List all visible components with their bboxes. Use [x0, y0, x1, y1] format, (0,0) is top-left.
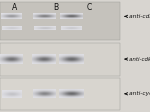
Text: anti-cdk-1 pan: anti-cdk-1 pan	[129, 14, 150, 19]
Text: anti-cyclin B1: anti-cyclin B1	[129, 91, 150, 96]
Text: A: A	[12, 3, 17, 12]
Text: C: C	[87, 3, 92, 12]
Bar	[0, 43, 120, 76]
Bar	[0, 78, 120, 110]
Text: anti-cdk-1 [pTpY]: anti-cdk-1 [pTpY]	[129, 57, 150, 62]
Bar	[0, 2, 120, 40]
Text: B: B	[53, 3, 58, 12]
